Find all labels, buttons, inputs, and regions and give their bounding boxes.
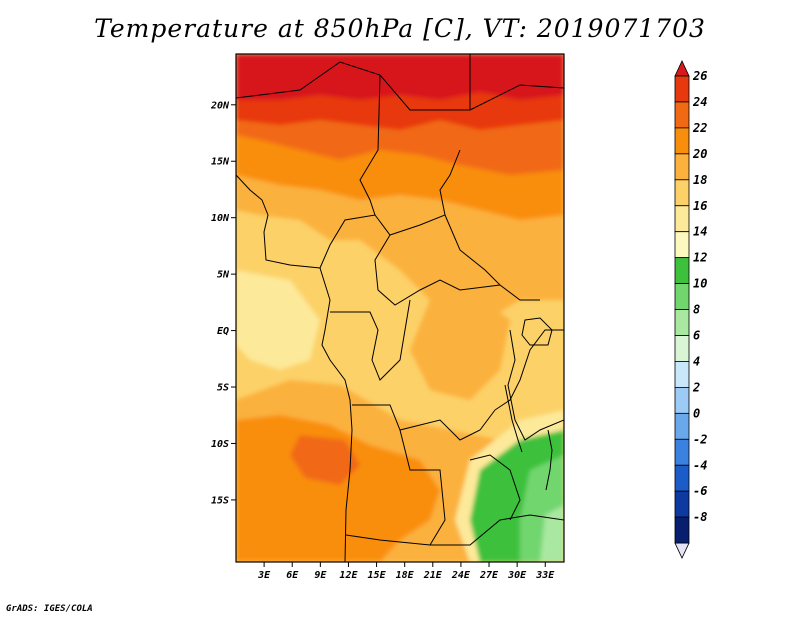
lon-label: 3E <box>257 570 271 581</box>
band-22-24-south <box>290 435 360 485</box>
map-title: Temperature at 850hPa [C], VT: 201907170… <box>94 14 706 43</box>
colorbar-label: 24 <box>692 95 707 109</box>
colorbar-box <box>674 438 690 466</box>
band-20-22-south <box>236 415 440 562</box>
lat-label: 5S <box>217 383 229 394</box>
colorbar-box <box>674 361 690 388</box>
colorbar-box <box>674 309 690 336</box>
latitude-axis: 20N 15N 10N 5N EQ 5S 10S 15S <box>210 100 236 506</box>
band-26-plus <box>236 54 564 100</box>
colorbar-box <box>674 386 690 414</box>
temperature-field <box>236 54 564 562</box>
colorbar-label: 6 <box>693 329 700 343</box>
longitude-axis: 3E 6E 9E 12E 15E 18E 21E 24E 27E 30E 33E <box>257 562 555 581</box>
band-14-16 <box>236 270 320 370</box>
lon-label: 6E <box>286 570 299 581</box>
colorbar-bottom-arrow <box>674 542 690 560</box>
colorbar-box <box>674 75 690 103</box>
border-5 <box>444 214 540 301</box>
border-11 <box>507 329 564 441</box>
lake-malawi <box>545 429 553 491</box>
lon-label: 27E <box>479 570 499 581</box>
colorbar-label: 0 <box>693 406 700 420</box>
colorbar-box <box>674 335 690 362</box>
colorbar-box <box>674 231 690 259</box>
lon-label: 18E <box>396 570 415 581</box>
coastline-west <box>236 174 353 562</box>
colorbar-box <box>674 257 690 284</box>
band-18-20-center <box>410 290 510 400</box>
lon-label: 15E <box>368 570 387 581</box>
colorbar-label: 22 <box>692 121 707 135</box>
border-10 <box>345 514 564 546</box>
border-9 <box>399 429 446 546</box>
border-8 <box>352 404 496 441</box>
lon-label: 12E <box>339 570 358 581</box>
colorbar-label: 18 <box>693 173 707 187</box>
border-4 <box>319 149 461 269</box>
colorbar-label: 2 <box>692 380 700 394</box>
lon-label: 9E <box>314 570 327 581</box>
border-13 <box>469 454 521 521</box>
border-3 <box>469 84 564 111</box>
borders <box>236 54 564 562</box>
lake-tanganyika <box>504 384 523 453</box>
colorbar-label: -8 <box>693 510 707 524</box>
lake-east <box>521 317 553 346</box>
lat-label: 15N <box>211 157 230 168</box>
border-12 <box>494 329 564 411</box>
lon-label: 21E <box>423 570 443 581</box>
border-2 <box>359 74 381 216</box>
colorbar-label: 14 <box>693 225 707 239</box>
colorbar-label: 16 <box>693 199 707 213</box>
lat-label: 10S <box>211 439 229 450</box>
colorbar-label: 8 <box>693 303 700 317</box>
lat-label: EQ <box>217 326 229 337</box>
lat-label: 20N <box>210 100 230 111</box>
colorbar-label: 20 <box>692 147 707 161</box>
colorbar-box <box>674 179 690 207</box>
lon-label: 24E <box>451 570 471 581</box>
colorbar-box <box>674 516 690 544</box>
credit-label: GrADS: IGES/COLA <box>6 604 93 614</box>
lon-label: 33E <box>535 570 555 581</box>
colorbar-top-arrow <box>674 60 690 77</box>
colorbar-box <box>674 490 690 518</box>
colorbar-box <box>674 101 690 129</box>
lat-label: 10N <box>211 213 230 224</box>
colorbar-box <box>674 127 690 155</box>
colorbar-label: -2 <box>693 432 707 446</box>
colorbar-label: 12 <box>693 251 707 265</box>
colorbar-box <box>674 412 690 440</box>
colorbar-box <box>674 153 690 181</box>
border-6 <box>374 234 501 306</box>
colorbar-label: 26 <box>692 69 707 83</box>
colorbar-box <box>674 283 690 310</box>
colorbar-label: -6 <box>693 484 707 498</box>
map-frame <box>235 53 565 563</box>
border-7 <box>330 299 411 381</box>
colorbar-label: 10 <box>693 277 707 291</box>
colorbar-box <box>674 205 690 233</box>
colorbar-label: -4 <box>693 458 707 472</box>
lon-label: 30E <box>507 570 527 581</box>
colorbar-box <box>674 464 690 492</box>
lat-label: 15S <box>211 495 229 506</box>
colorbar-label: 4 <box>693 354 700 368</box>
lat-label: 5N <box>217 270 230 281</box>
